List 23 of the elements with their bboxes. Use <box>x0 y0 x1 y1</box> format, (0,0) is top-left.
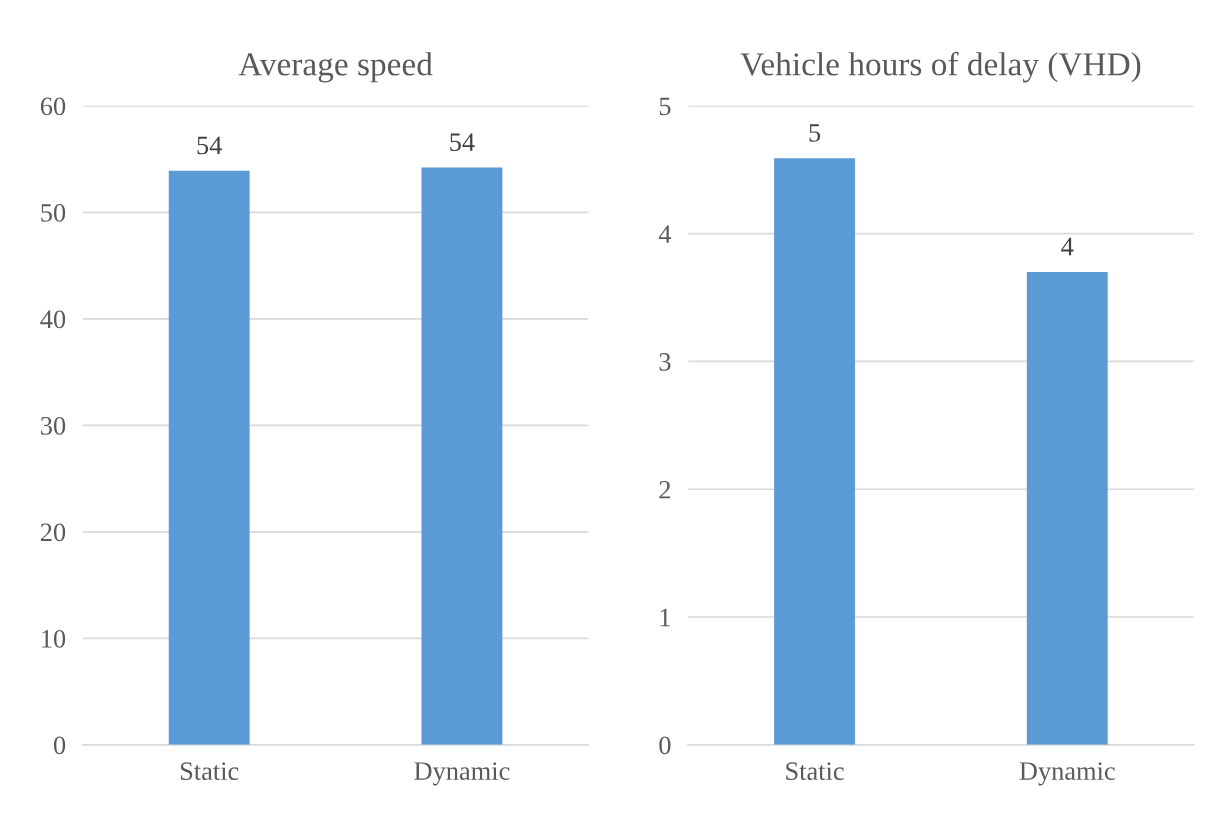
y-tick-label: 2 <box>659 480 671 499</box>
y-tick-label: 60 <box>40 97 66 116</box>
y-tick-label: 5 <box>659 97 671 116</box>
y-tick-label: 4 <box>658 225 672 243</box>
y-tick-label: 20 <box>40 523 66 542</box>
data-label: 5 <box>809 124 821 142</box>
data-label: 4 <box>1061 237 1074 256</box>
y-tick-label: 50 <box>41 203 66 222</box>
chart-title: Vehicle hours of delay (VHD) <box>740 51 1141 83</box>
y-tick-label: 40 <box>40 310 66 329</box>
x-tick-label: Static <box>180 762 239 781</box>
chart-title: Average speed <box>238 52 433 83</box>
y-tick-label: 10 <box>42 629 66 648</box>
y-tick-label: 0 <box>53 736 66 755</box>
data-label: 54 <box>450 133 475 152</box>
y-tick-label: 3 <box>659 353 671 371</box>
data-label: 54 <box>197 136 222 155</box>
y-tick-label: 30 <box>41 416 66 435</box>
x-tick-label: Static <box>786 762 844 781</box>
y-tick-label: 1 <box>660 608 670 627</box>
y-tick-label: 0 <box>659 736 671 755</box>
x-tick-label: Dynamic <box>1019 762 1115 786</box>
x-tick-label: Dynamic <box>414 762 510 786</box>
